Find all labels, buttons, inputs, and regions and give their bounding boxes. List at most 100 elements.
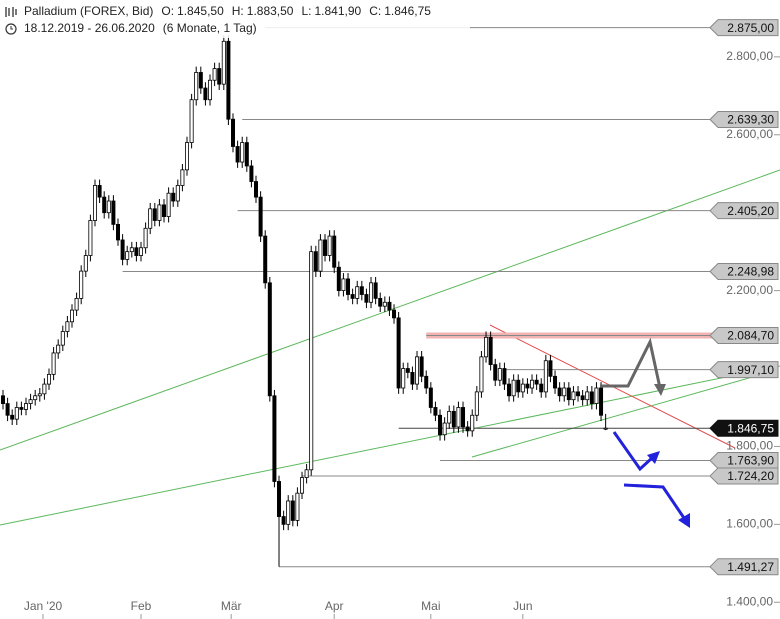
candle-body	[309, 251, 314, 471]
candle-body	[235, 146, 240, 163]
candle-body	[465, 426, 470, 432]
candle-body	[433, 407, 438, 416]
candle-body	[152, 208, 157, 221]
candle-body	[263, 235, 268, 284]
candle-body	[198, 72, 203, 89]
level-label: 2.405,20	[727, 204, 774, 218]
candle-body	[548, 360, 553, 377]
candle-body	[543, 360, 548, 393]
candle-body	[19, 407, 24, 410]
instrument-title: Palladium (FOREX, Bid)	[24, 4, 153, 18]
candle-body	[327, 235, 332, 256]
candle-body	[332, 235, 337, 268]
level-label: 2.639,30	[727, 113, 774, 127]
candle-body	[346, 278, 351, 295]
candle-body	[189, 99, 194, 143]
x-tick-label: Jan '20	[24, 599, 63, 613]
header-bg	[0, 0, 470, 38]
y-tick-label: 2.800,00	[726, 49, 773, 63]
candle-body	[46, 373, 51, 385]
arrow	[612, 431, 654, 472]
y-tick-label: 1.400,00	[726, 594, 773, 608]
candle-body	[599, 387, 604, 416]
annotations	[600, 337, 690, 528]
candle-body	[106, 200, 111, 214]
candle-body	[88, 220, 93, 256]
candle-body	[240, 142, 245, 163]
candle-body	[185, 142, 190, 171]
candle-body	[507, 383, 512, 397]
candle-body	[102, 196, 107, 214]
candle-body	[424, 375, 429, 389]
level-label: 1.846,75	[727, 421, 774, 435]
candle-body	[387, 301, 392, 311]
candle-body	[295, 492, 300, 521]
level-label: 1.724,20	[727, 469, 774, 483]
candle-body	[336, 266, 341, 292]
ohlc-label: C:	[369, 4, 381, 18]
level-box	[709, 467, 779, 485]
candle-body	[111, 200, 116, 225]
candle-body	[553, 375, 558, 389]
candle-body	[180, 169, 185, 186]
arrowhead	[654, 384, 666, 396]
candle-body	[10, 414, 15, 420]
candle-body	[419, 356, 424, 377]
candle-body	[290, 500, 295, 521]
candle-body	[28, 399, 33, 404]
candle-body	[42, 383, 47, 395]
clock-hand	[10, 26, 13, 30]
candle-body	[364, 294, 369, 303]
candle-body	[323, 239, 328, 256]
candle-body	[162, 204, 167, 217]
candle-body	[589, 391, 594, 404]
candle-body	[83, 255, 88, 272]
candle-body	[493, 364, 498, 381]
level-label: 1.763,90	[727, 454, 774, 468]
candle-body	[212, 68, 217, 81]
candle-body	[171, 192, 176, 202]
instrument-icon	[5, 7, 17, 17]
candle-body	[194, 72, 199, 101]
candle-body	[277, 481, 282, 517]
candles	[0, 35, 608, 567]
levels: 2.875,00 2.639,30 2.405,20 2.248,98 2.084,70…	[122, 19, 779, 576]
candle-body	[286, 500, 291, 525]
candle-body	[461, 407, 466, 428]
candle-body	[33, 395, 38, 401]
candle-body	[341, 278, 346, 292]
ohlc-label: H:	[232, 4, 244, 18]
level-label: 1.997,10	[727, 363, 774, 377]
candle-body	[456, 407, 461, 428]
candle-body	[502, 368, 507, 385]
candle-body	[244, 142, 249, 167]
level-box	[709, 361, 779, 379]
candle-body	[562, 387, 567, 397]
candle-body	[447, 410, 452, 424]
x-tick-label: Mär	[221, 599, 242, 613]
candle-body	[56, 344, 61, 354]
ohlc-label: O:	[161, 4, 174, 18]
candle-body	[0, 395, 5, 404]
clock-icon	[5, 23, 17, 35]
candle-body	[534, 379, 539, 385]
candle-body	[37, 393, 42, 397]
level-box	[709, 19, 779, 37]
ohlc-value: 1.841,90	[315, 4, 362, 18]
candle-body	[304, 469, 309, 478]
candle-body	[217, 68, 222, 85]
candle-body	[378, 297, 383, 307]
level-box	[709, 558, 779, 576]
candle-body	[382, 301, 387, 307]
candle-body	[603, 427, 608, 430]
candle-body	[5, 403, 10, 416]
candle-body	[488, 336, 493, 366]
candle-body	[120, 239, 125, 260]
candle-body	[157, 204, 162, 221]
trend-line	[0, 365, 780, 526]
candle-body	[14, 407, 19, 420]
candle-body	[585, 391, 590, 401]
candle-body	[530, 379, 535, 389]
candle-body	[520, 383, 525, 393]
